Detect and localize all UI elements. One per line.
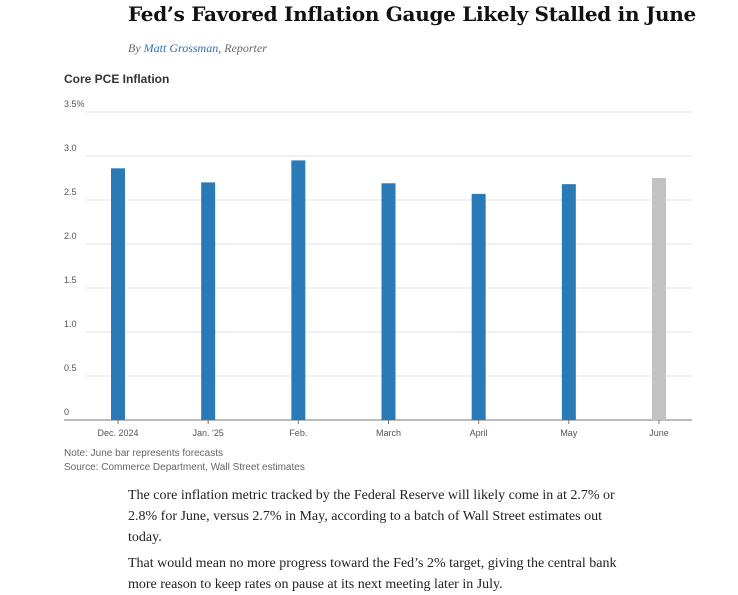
y-tick-label: 3.5% — [64, 99, 85, 109]
y-tick-label: 0 — [64, 407, 69, 417]
x-tick-label: Feb. — [289, 428, 307, 438]
bar — [111, 168, 125, 420]
x-tick-label: June — [649, 428, 669, 438]
y-tick-label: 2.5 — [64, 187, 77, 197]
article-paragraph-1: The core inflation metric tracked by the… — [128, 488, 615, 545]
bar — [381, 183, 396, 420]
bar — [291, 160, 306, 420]
y-tick-label: 3.0 — [64, 143, 77, 153]
x-tick-label: May — [560, 428, 578, 438]
bar — [561, 184, 576, 420]
y-tick-label: 0.5 — [64, 363, 77, 373]
y-tick-label: 1.0 — [64, 319, 77, 329]
author-role: , Reporter — [218, 41, 267, 55]
article-paragraph-2: That would mean no more progress toward … — [128, 556, 617, 592]
chart-title: Core PCE Inflation — [64, 72, 170, 86]
byline-prefix: By — [128, 41, 141, 55]
bar-forecast — [652, 178, 666, 420]
chart-note: Note: June bar represents forecasts — [64, 448, 223, 459]
bar-chart: 0 0.5 1.0 1.5 2.0 2.5 3.0 3.5% Dec. 2024 Jan. '25… — [64, 99, 692, 438]
byline: By Matt Grossman, Reporter — [128, 41, 267, 56]
x-tick-label: March — [376, 428, 401, 438]
x-tick-label: Dec. 2024 — [97, 428, 138, 438]
bar — [201, 182, 216, 420]
chart-source: Source: Commerce Department, Wall Street… — [64, 462, 305, 473]
x-tick-label: April — [470, 428, 488, 438]
bar — [471, 193, 486, 420]
x-tick-label: Jan. '25 — [193, 428, 224, 438]
y-tick-label: 1.5 — [64, 275, 77, 285]
headline: Fed’s Favored Inflation Gauge Likely Sta… — [128, 2, 696, 26]
y-tick-label: 2.0 — [64, 231, 77, 241]
author-link[interactable]: Matt Grossman — [143, 41, 219, 55]
